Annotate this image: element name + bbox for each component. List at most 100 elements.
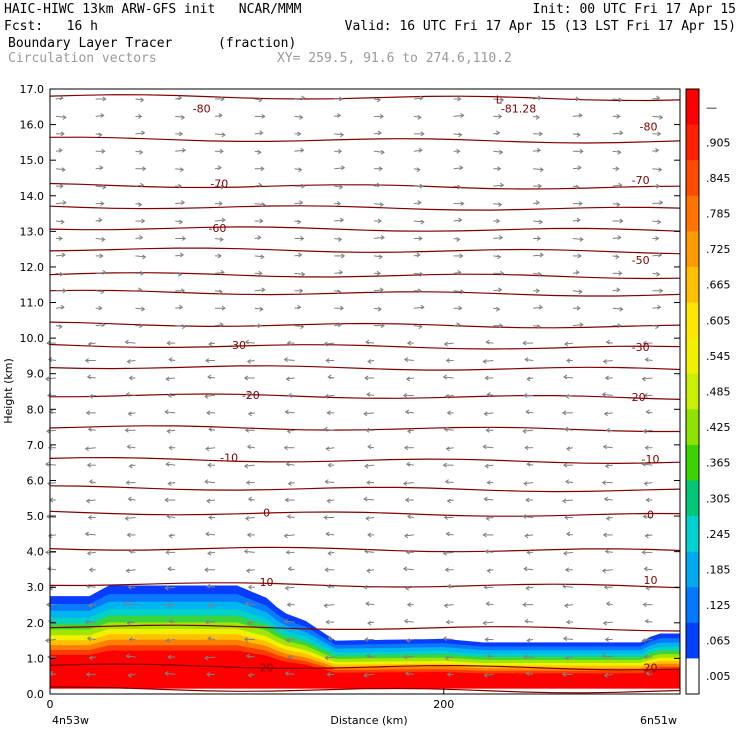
vector-arrow [325, 531, 335, 537]
vector-head [443, 603, 448, 609]
y-tick-label: 11.0 [20, 297, 45, 310]
vector-shaft [214, 237, 224, 240]
vector-arrow [84, 446, 96, 452]
vector-shaft [135, 236, 143, 239]
vector-arrow [135, 270, 145, 276]
vector-head [406, 514, 412, 519]
vector-head [245, 391, 251, 397]
vector-head [324, 393, 329, 399]
vector-arrow [254, 166, 265, 172]
vector-shaft [373, 132, 382, 135]
vector-head [88, 567, 93, 573]
vector-head [460, 201, 465, 207]
vector-head [537, 271, 543, 277]
vector-arrow [127, 673, 136, 678]
vector-head [483, 673, 488, 678]
vector-head [485, 601, 490, 607]
vector-head [326, 498, 331, 504]
vector-arrow [612, 254, 620, 260]
vector-head [444, 479, 449, 485]
vector-head [84, 619, 89, 625]
vector-arrow [483, 496, 494, 502]
vector-head [403, 533, 409, 539]
vector-head [486, 480, 491, 486]
isotherm-label: 20 [260, 661, 274, 674]
vector-head [484, 548, 489, 554]
vector-arrow [526, 461, 534, 467]
isotherm-label: -81.28 [501, 103, 536, 116]
vector-shaft [55, 254, 65, 257]
vector-head [577, 165, 582, 171]
vector-head [619, 306, 624, 312]
vector-arrow [572, 148, 584, 154]
y-axis-title: Height (km) [2, 358, 15, 424]
vector-arrow [334, 289, 342, 295]
vector-shaft [374, 150, 385, 153]
vector-shaft [325, 656, 335, 659]
vector-arrow [127, 584, 136, 590]
vector-arrow [533, 183, 543, 189]
vector-head [482, 532, 487, 538]
vector-arrow [127, 411, 136, 417]
vector-head [85, 583, 90, 589]
vector-shaft [214, 290, 223, 293]
vector-shaft [206, 585, 216, 588]
vector-head [602, 444, 607, 450]
vector-arrow [601, 480, 613, 486]
vector-arrow [413, 219, 425, 225]
vector-arrow [405, 376, 414, 382]
vector-arrow [561, 410, 573, 416]
vector-head [166, 340, 171, 346]
vector-arrow [645, 671, 653, 676]
vector-arrow [164, 409, 176, 415]
vector-head [245, 568, 251, 574]
vector-arrow [444, 655, 454, 661]
vector-arrow [482, 620, 494, 626]
vector-head [324, 655, 329, 661]
vector-arrow [453, 184, 462, 190]
vector-arrow [168, 357, 176, 362]
vector-head [619, 130, 624, 136]
vector-arrow [95, 269, 107, 275]
y-tick-label: 13.0 [20, 225, 45, 238]
colorbar-label: .005 [706, 670, 731, 683]
vector-arrow [526, 638, 534, 643]
vector-arrow [572, 217, 581, 223]
vector-arrow [284, 585, 295, 591]
vector-head [244, 427, 250, 433]
vector-head [497, 166, 502, 172]
vector-head [641, 376, 646, 382]
vector-arrow [205, 446, 216, 452]
vector-shaft [175, 149, 186, 152]
vector-shaft [533, 220, 543, 223]
vector-head [526, 638, 531, 643]
vector-shaft [334, 237, 342, 240]
vector-arrow [402, 566, 414, 572]
vector-head [102, 96, 107, 102]
vector-arrow [652, 200, 664, 206]
vector-head [102, 269, 107, 275]
vector-arrow [523, 566, 534, 572]
vector-shaft [247, 360, 255, 363]
vector-arrow [486, 653, 494, 659]
vector-shaft [405, 672, 414, 675]
vector-arrow [246, 359, 255, 364]
y-tick-label: 17.0 [20, 83, 45, 96]
vector-arrow [214, 148, 224, 154]
vector-arrow [445, 531, 454, 537]
vector-arrow [285, 638, 295, 643]
colorbar-label: .785 [706, 208, 731, 221]
vector-shaft [165, 672, 176, 675]
vector-arrow [55, 236, 63, 241]
vector-head [642, 428, 647, 434]
vector-head [442, 550, 447, 556]
vector-head [178, 219, 184, 225]
vector-head [127, 411, 132, 417]
colorbar-label: .725 [706, 243, 731, 256]
vector-arrow [572, 253, 582, 259]
vector-head [659, 114, 664, 120]
vector-arrow [87, 603, 96, 609]
vector-arrow [493, 97, 505, 103]
vector-arrow [572, 184, 580, 190]
vector-shaft [95, 185, 106, 188]
